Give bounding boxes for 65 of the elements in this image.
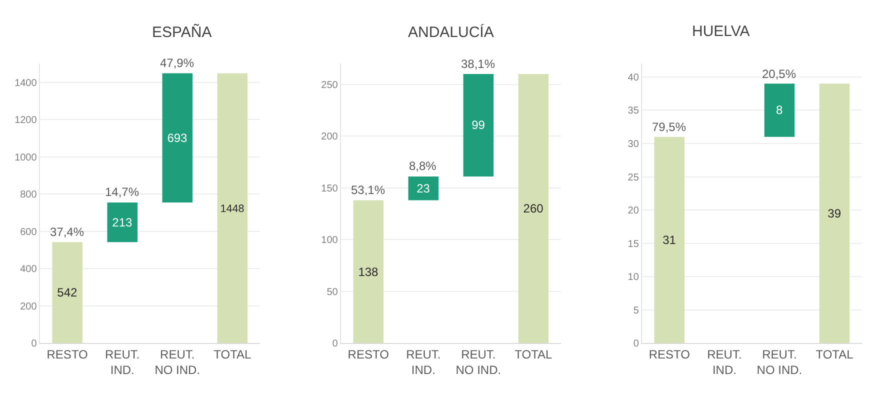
x-tick-label: TOTAL: [816, 348, 854, 362]
bar: [353, 200, 384, 344]
chart-title: HUELVA: [692, 23, 750, 40]
annotation: 53,1%: [351, 183, 386, 197]
y-tick-label: 150: [321, 183, 338, 194]
y-tick-label: 100: [321, 235, 338, 246]
data-label: 23: [416, 181, 430, 196]
x-tick-label: REUT. IND.: [406, 348, 441, 378]
y-tick-label: 5: [633, 305, 640, 316]
annotation: 20,5%: [762, 67, 796, 81]
x-tick-label: REUT. IND.: [707, 348, 742, 378]
y-tick-label: 1400: [14, 78, 38, 89]
y-tick-label: 200: [20, 301, 38, 312]
y-tick-label: 40: [628, 72, 640, 84]
bar: [162, 73, 193, 202]
y-tick-label: 1000: [14, 152, 38, 164]
y-tick-label: 200: [321, 132, 338, 143]
y-tick-label: 0: [633, 338, 640, 350]
y-tick-label: 600: [20, 226, 38, 238]
annotation: 38,1%: [461, 57, 496, 71]
y-tick-label: 35: [628, 106, 640, 117]
bar: [107, 202, 138, 242]
data-label: 693: [167, 130, 188, 145]
x-tick-label: RESTO: [648, 348, 690, 362]
data-label: 99: [472, 118, 486, 132]
chart-title: ESPAÑA: [152, 23, 212, 41]
x-tick-label: REUT. NO IND.: [456, 348, 502, 378]
data-label: 213: [112, 215, 133, 230]
data-label: 138: [358, 264, 379, 279]
bar: [408, 176, 439, 200]
annotation: 14,7%: [105, 185, 140, 199]
x-tick-label: TOTAL: [514, 348, 553, 362]
x-tick-label: REUT. IND.: [105, 348, 140, 378]
data-label: 31: [662, 233, 676, 248]
bar: [217, 73, 248, 344]
data-label: 1448: [220, 202, 244, 215]
y-tick-label: 25: [628, 172, 640, 184]
y-tick-label: 20: [628, 206, 640, 217]
y-tick-label: 50: [326, 286, 338, 298]
annotation: 47,9%: [160, 56, 194, 70]
data-label: 39: [828, 206, 842, 220]
y-tick-label: 250: [321, 80, 338, 91]
bar: [463, 74, 494, 176]
chart-title: ANDALUCÍA: [408, 23, 494, 41]
y-tick-label: 800: [20, 190, 38, 201]
y-tick-label: 1200: [14, 115, 38, 126]
x-tick-label: RESTO: [348, 348, 389, 362]
bar: [518, 74, 549, 344]
annotation: 37,4%: [50, 225, 84, 239]
x-tick-label: TOTAL: [214, 348, 252, 362]
y-tick-label: 0: [332, 338, 338, 350]
data-label: 8: [776, 103, 783, 118]
annotation: 8,8%: [409, 159, 437, 173]
annotation: 79,5%: [652, 120, 686, 134]
x-tick-label: REUT. NO IND.: [154, 348, 200, 378]
y-tick-label: 15: [628, 238, 640, 250]
y-tick-label: 0: [31, 338, 38, 350]
y-tick-label: 10: [628, 272, 640, 284]
bar: [52, 242, 82, 344]
x-tick-label: RESTO: [46, 348, 88, 362]
data-label: 542: [57, 286, 78, 300]
y-tick-label: 400: [20, 264, 38, 276]
y-tick-label: 30: [628, 139, 640, 150]
data-label: 260: [523, 202, 544, 216]
x-tick-label: REUT. NO IND.: [756, 348, 802, 378]
